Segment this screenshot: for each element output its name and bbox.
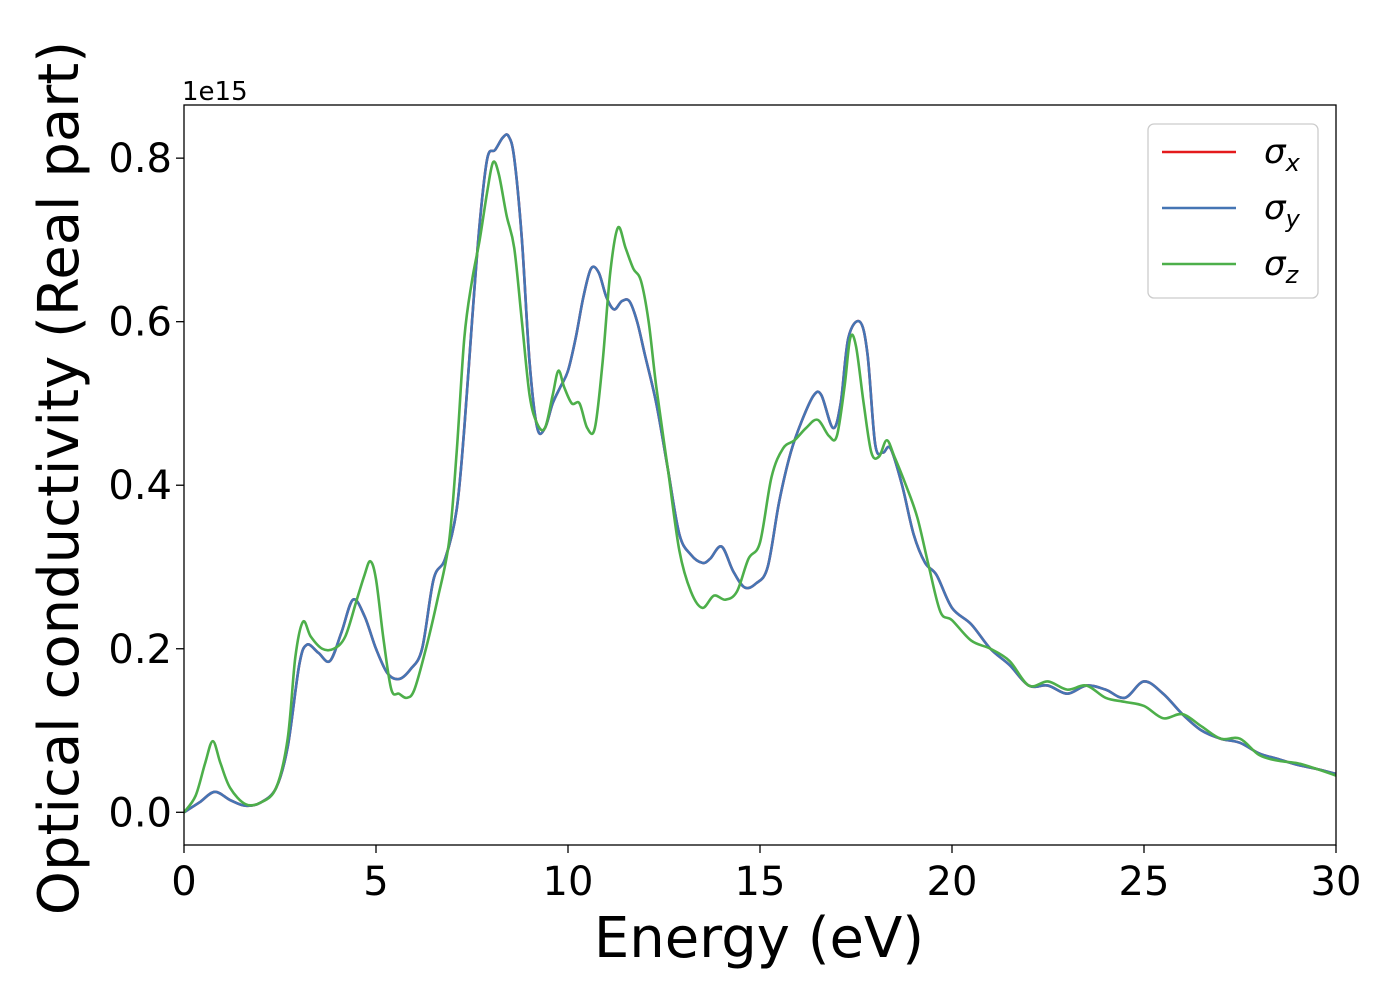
x-tick-label: 25	[1119, 859, 1170, 905]
y-tick-label: 0.6	[108, 300, 172, 346]
x-tick-label: 15	[735, 859, 786, 905]
legend-box	[1147, 123, 1319, 299]
x-axis-title: Energy (eV)	[594, 906, 924, 971]
x-tick-label: 0	[171, 859, 196, 905]
y-tick-label: 0.0	[108, 790, 172, 836]
x-tick-label: 10	[543, 859, 594, 905]
x-tick-label: 30	[1311, 859, 1362, 905]
y-offset-text: 1e15	[182, 77, 248, 107]
y-tick-label: 0.2	[108, 627, 172, 673]
legend-label-y: σy	[1264, 188, 1301, 233]
x-tick-label: 20	[927, 859, 978, 905]
plot-area	[184, 133, 1336, 814]
legend-label-z: σz	[1264, 244, 1300, 289]
legend-label-x: σx	[1264, 132, 1301, 177]
y-axis-title: Optical conductivity (Real part)	[27, 41, 92, 915]
legend: σx σy σz	[1147, 123, 1319, 299]
x-tick-label: 5	[363, 859, 388, 905]
axes: 0 5 10 15 20 25 30 0.0 0.2 0.4 0.6 0.8	[108, 104, 1362, 905]
y-tick-label: 0.8	[108, 136, 172, 182]
series-line-z	[184, 160, 1336, 814]
y-tick-label: 0.4	[108, 463, 172, 509]
